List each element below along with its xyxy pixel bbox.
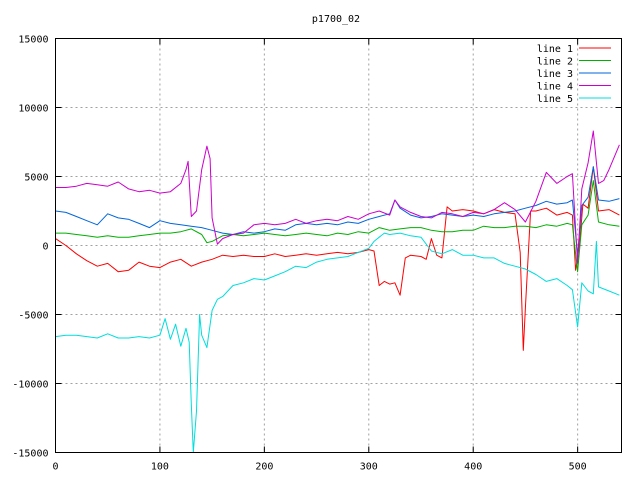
x-tick-label: 0	[52, 462, 58, 473]
y-tick-label: 5000	[24, 173, 48, 184]
y-tick-label: 15000	[18, 35, 48, 46]
y-tick-label: -10000	[12, 380, 48, 391]
chart-title: p1700_02	[312, 14, 360, 25]
x-tick-label: 500	[569, 462, 587, 473]
y-tick-label: 0	[42, 242, 48, 253]
series-line-3	[55, 166, 620, 256]
x-tick-label: 100	[151, 462, 169, 473]
x-tick-label: 300	[360, 462, 378, 473]
legend-label: line 2	[537, 57, 573, 68]
series-line-5	[55, 232, 620, 453]
series-line-2	[55, 180, 620, 273]
grid-layer	[55, 38, 622, 453]
x-tick-label: 400	[464, 462, 482, 473]
legend-label: line 4	[537, 82, 573, 93]
series-line-1	[55, 166, 620, 351]
series-layer	[55, 130, 620, 453]
series-line-4	[55, 130, 620, 264]
plot-frame	[55, 38, 622, 453]
x-tick-label: 200	[255, 462, 273, 473]
legend-label: line 1	[537, 44, 573, 55]
legend-label: line 5	[537, 94, 573, 105]
y-tick-label: 10000	[18, 104, 48, 115]
legend-label: line 3	[537, 69, 573, 80]
y-tick-label: -15000	[12, 449, 48, 460]
axis-layer: 0 100 200 300 400 500 -15000 -10000 -5000 0 5000 10…	[12, 35, 622, 473]
y-tick-label: -5000	[18, 311, 48, 322]
